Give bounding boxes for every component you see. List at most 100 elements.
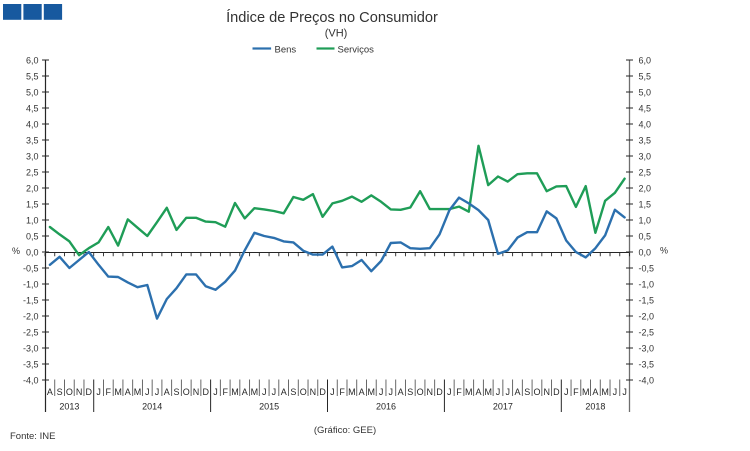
svg-text:S: S	[290, 387, 296, 397]
svg-text:A: A	[47, 387, 53, 397]
svg-text:D: D	[319, 387, 326, 397]
svg-text:-3,0: -3,0	[639, 344, 655, 354]
svg-text:J: J	[330, 387, 335, 397]
svg-text:J: J	[505, 387, 510, 397]
svg-text:2016: 2016	[376, 402, 396, 412]
svg-text:-2,5: -2,5	[639, 328, 655, 338]
svg-text:6,0: 6,0	[26, 56, 39, 66]
svg-text:-2,5: -2,5	[23, 328, 39, 338]
svg-text:-1,5: -1,5	[639, 296, 655, 306]
svg-text:-4,0: -4,0	[23, 376, 39, 386]
svg-text:3,0: 3,0	[639, 152, 652, 162]
svg-text:4,0: 4,0	[26, 120, 39, 130]
svg-text:M: M	[368, 387, 376, 397]
svg-text:Fonte: INE: Fonte: INE	[10, 431, 55, 442]
svg-text:2015: 2015	[259, 402, 279, 412]
svg-text:0,0: 0,0	[26, 248, 39, 258]
svg-text:N: N	[193, 387, 200, 397]
svg-text:2,0: 2,0	[639, 184, 652, 194]
svg-text:S: S	[173, 387, 179, 397]
svg-text:-0,5: -0,5	[23, 264, 39, 274]
svg-text:5,0: 5,0	[26, 88, 39, 98]
svg-text:2013: 2013	[59, 402, 79, 412]
svg-text:J: J	[96, 387, 101, 397]
svg-text:1,5: 1,5	[26, 200, 39, 210]
svg-text:Bens: Bens	[275, 45, 297, 56]
svg-text:-2,0: -2,0	[23, 312, 39, 322]
svg-text:-1,5: -1,5	[23, 296, 39, 306]
svg-text:D: D	[86, 387, 93, 397]
svg-text:Índice de Preços no Consumidor: Índice de Preços no Consumidor	[226, 9, 438, 26]
svg-text:M: M	[231, 387, 239, 397]
svg-text:2014: 2014	[142, 402, 162, 412]
svg-text:J: J	[564, 387, 569, 397]
svg-text:3,5: 3,5	[639, 136, 652, 146]
svg-text:3,0: 3,0	[26, 152, 39, 162]
svg-text:F: F	[456, 387, 462, 397]
svg-text:1,0: 1,0	[26, 216, 39, 226]
svg-text:S: S	[524, 387, 530, 397]
svg-text:A: A	[398, 387, 404, 397]
svg-text:5,0: 5,0	[639, 88, 652, 98]
svg-text:J: J	[447, 387, 452, 397]
svg-text:4,5: 4,5	[26, 104, 39, 114]
svg-text:F: F	[222, 387, 228, 397]
svg-text:A: A	[125, 387, 131, 397]
svg-text:J: J	[272, 387, 277, 397]
svg-text:-1,0: -1,0	[23, 280, 39, 290]
svg-text:A: A	[164, 387, 170, 397]
svg-text:N: N	[310, 387, 317, 397]
svg-text:A: A	[592, 387, 598, 397]
svg-text:F: F	[106, 387, 112, 397]
svg-text:S: S	[57, 387, 63, 397]
svg-text:-1,0: -1,0	[639, 280, 655, 290]
svg-text:J: J	[613, 387, 618, 397]
svg-text:M: M	[465, 387, 473, 397]
svg-text:A: A	[242, 387, 248, 397]
svg-text:-3,0: -3,0	[23, 344, 39, 354]
svg-text:A: A	[475, 387, 481, 397]
svg-text:N: N	[543, 387, 550, 397]
svg-text:0,5: 0,5	[639, 232, 652, 242]
svg-text:J: J	[155, 387, 160, 397]
svg-text:M: M	[601, 387, 609, 397]
svg-text:A: A	[359, 387, 365, 397]
svg-text:-3,5: -3,5	[639, 360, 655, 370]
svg-text:-3,5: -3,5	[23, 360, 39, 370]
svg-text:J: J	[379, 387, 384, 397]
svg-text:J: J	[262, 387, 267, 397]
svg-text:N: N	[76, 387, 83, 397]
svg-text:%: %	[12, 246, 20, 256]
svg-text:J: J	[622, 387, 627, 397]
svg-text:(VH): (VH)	[325, 27, 348, 39]
svg-text:0,0: 0,0	[639, 248, 652, 258]
svg-text:2,0: 2,0	[26, 184, 39, 194]
svg-text:M: M	[582, 387, 590, 397]
svg-text:O: O	[66, 387, 73, 397]
svg-text:A: A	[281, 387, 287, 397]
svg-text:2,5: 2,5	[639, 168, 652, 178]
svg-text:J: J	[145, 387, 150, 397]
svg-text:Serviços: Serviços	[338, 45, 375, 56]
svg-text:D: D	[553, 387, 560, 397]
svg-text:5,5: 5,5	[26, 72, 39, 82]
svg-text:%: %	[660, 246, 668, 256]
svg-text:-4,0: -4,0	[639, 376, 655, 386]
svg-text:S: S	[407, 387, 413, 397]
svg-text:J: J	[213, 387, 218, 397]
svg-text:2018: 2018	[585, 402, 605, 412]
svg-text:0,5: 0,5	[26, 232, 39, 242]
svg-text:J: J	[496, 387, 501, 397]
svg-text:D: D	[436, 387, 443, 397]
svg-text:1,0: 1,0	[639, 216, 652, 226]
svg-text:M: M	[484, 387, 492, 397]
svg-text:O: O	[533, 387, 540, 397]
svg-text:F: F	[573, 387, 579, 397]
svg-text:O: O	[417, 387, 424, 397]
svg-text:F: F	[339, 387, 345, 397]
svg-text:-2,0: -2,0	[639, 312, 655, 322]
svg-text:(Gráfico: GEE): (Gráfico: GEE)	[314, 425, 376, 436]
svg-text:4,5: 4,5	[639, 104, 652, 114]
svg-text:O: O	[183, 387, 190, 397]
svg-text:5,5: 5,5	[639, 72, 652, 82]
